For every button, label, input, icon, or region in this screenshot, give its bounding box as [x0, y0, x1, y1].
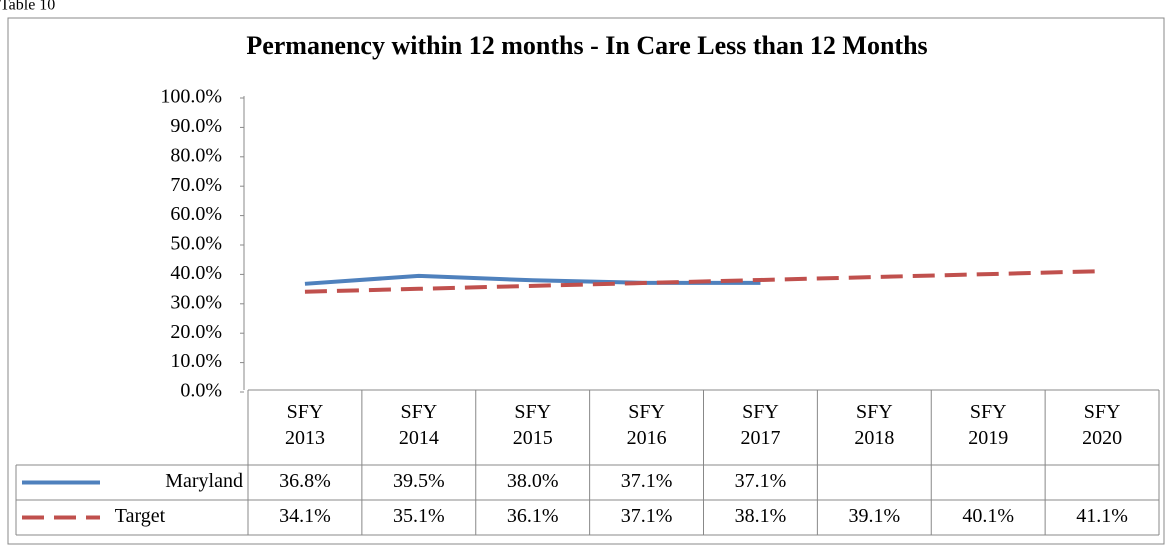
y-tick-label: 10.0%: [170, 350, 222, 372]
y-tick-label: 70.0%: [170, 174, 222, 196]
y-tick-label: 40.0%: [170, 262, 222, 284]
y-tick-label: 30.0%: [170, 291, 222, 313]
x-tick-label: SFY 2014: [398, 401, 439, 449]
y-tick-label: 60.0%: [170, 203, 222, 225]
data-label: 39.1%: [848, 505, 900, 527]
series-line: [304, 269, 1103, 294]
y-tick-label: 90.0%: [170, 115, 222, 137]
caption: Table 10: [0, 0, 55, 14]
chart-frame: [7, 17, 1165, 545]
data-label: 41.1%: [1076, 505, 1128, 527]
x-tick-label: SFY 2013: [284, 401, 325, 449]
x-tick-label: SFY 2018: [854, 401, 895, 449]
legend-label: Maryland: [165, 470, 243, 492]
data-label: 36.1%: [507, 505, 559, 527]
data-label: 37.1%: [735, 470, 787, 492]
chart-title: Permanency within 12 months - In Care Le…: [246, 31, 927, 60]
data-label: 37.1%: [621, 505, 673, 527]
data-label: 40.1%: [962, 505, 1014, 527]
data-label: 34.1%: [279, 505, 331, 527]
x-tick-label: SFY 2019: [968, 401, 1009, 449]
legend-label: Target: [115, 505, 166, 527]
x-tick-label: SFY 2017: [740, 401, 781, 449]
data-label: 38.0%: [507, 470, 559, 492]
y-tick-label: 0.0%: [180, 380, 222, 402]
data-label: 35.1%: [393, 505, 445, 527]
y-tick-label: 80.0%: [170, 144, 222, 166]
x-tick-label: SFY 2015: [512, 401, 553, 449]
y-tick-label: 100.0%: [160, 86, 222, 108]
series-line: [304, 273, 761, 286]
x-tick-label: SFY 2016: [626, 401, 667, 449]
x-tick-label: SFY 2020: [1082, 401, 1123, 449]
data-label: 38.1%: [735, 505, 787, 527]
data-label: 39.5%: [393, 470, 445, 492]
y-tick-label: 20.0%: [170, 321, 222, 343]
data-label: 37.1%: [621, 470, 673, 492]
y-tick-label: 50.0%: [170, 233, 222, 255]
data-label: 36.8%: [279, 470, 331, 492]
